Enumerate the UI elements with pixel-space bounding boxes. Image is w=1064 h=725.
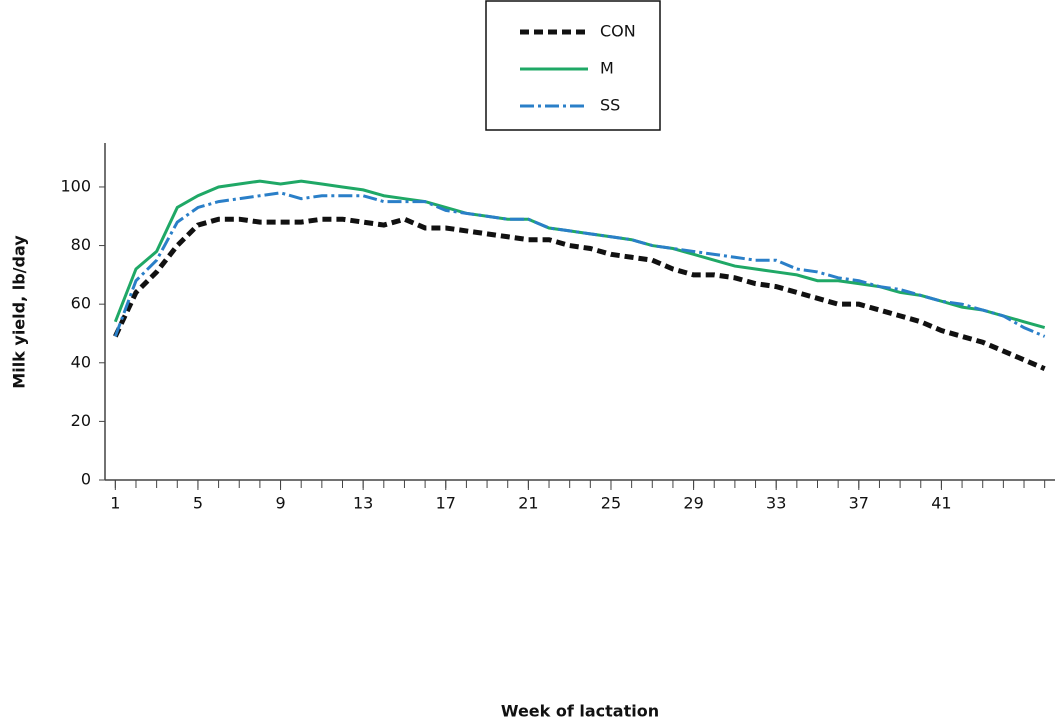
x-tick-label: 21 — [518, 494, 538, 513]
x-tick-label: 17 — [436, 494, 456, 513]
x-tick-label: 25 — [601, 494, 621, 513]
y-tick-label: 40 — [71, 352, 91, 371]
legend-label: CON — [600, 22, 636, 41]
y-tick-label: 100 — [60, 176, 91, 195]
x-tick-label: 33 — [766, 494, 786, 513]
series-line — [113, 179, 1046, 330]
x-tick-label: 5 — [193, 494, 203, 513]
y-tick-label: 0 — [81, 470, 91, 489]
legend-label: M — [600, 59, 614, 78]
series-line — [113, 191, 1046, 338]
x-axis-label: Week of lactation — [501, 702, 659, 721]
x-tick-label: 9 — [275, 494, 285, 513]
x-tick-label: 37 — [849, 494, 869, 513]
x-tick-label: 41 — [931, 494, 951, 513]
y-axis-label: Milk yield, lb/day — [10, 235, 29, 389]
y-tick-label: 80 — [71, 235, 91, 254]
legend-label: SS — [600, 96, 620, 115]
y-tick-label: 20 — [71, 411, 91, 430]
legend-box — [485, 0, 661, 131]
x-tick-label: 1 — [110, 494, 120, 513]
y-tick-label: 60 — [71, 294, 91, 313]
x-tick-label: 29 — [683, 494, 703, 513]
x-tick-label: 13 — [353, 494, 373, 513]
series-line — [113, 216, 1046, 371]
